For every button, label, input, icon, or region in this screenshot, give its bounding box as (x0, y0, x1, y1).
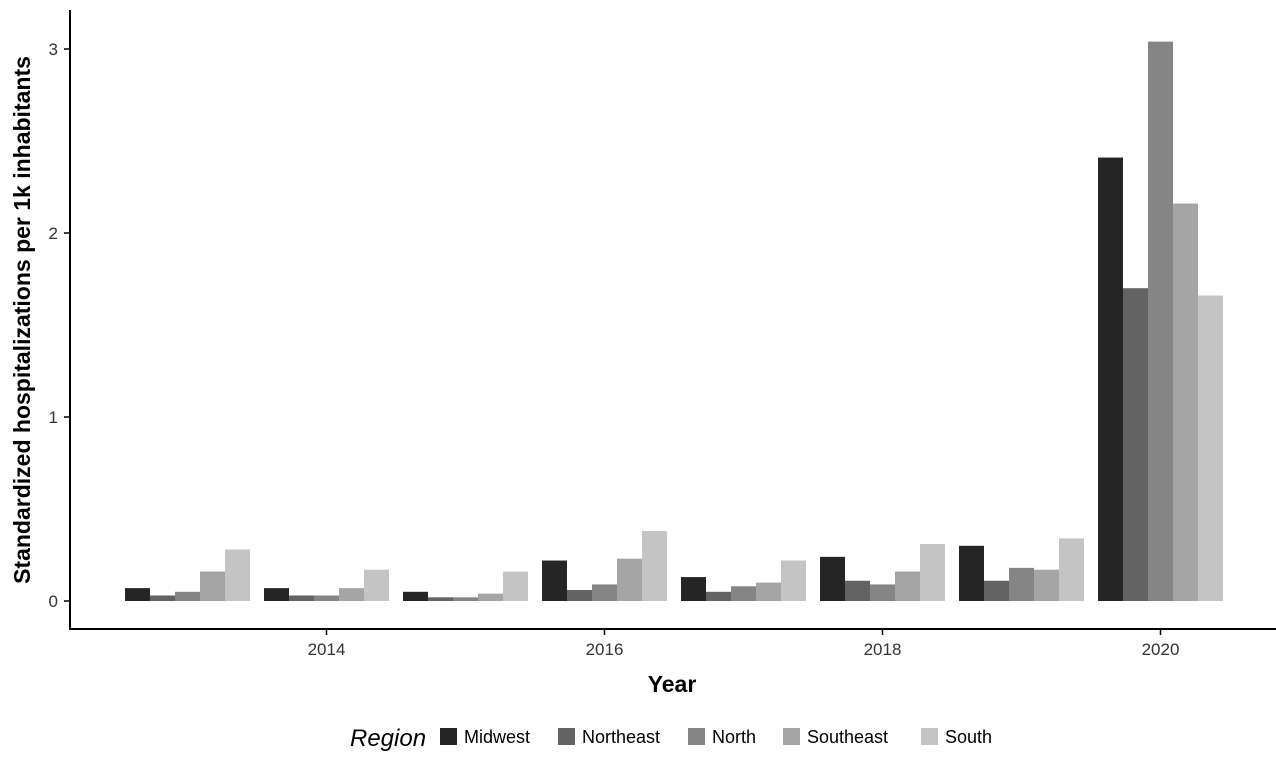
bar-north-2019 (1009, 567, 1034, 601)
bar-northeast-2019 (984, 580, 1009, 601)
bar-midwest-2016 (542, 560, 567, 601)
x-tick-label-2014: 2014 (308, 640, 346, 659)
x-axis-title: Year (648, 671, 697, 697)
legend: Region Midwest Northeast North Southeast Sou… (350, 725, 992, 752)
x-axis-ticks: 2014 2016 2018 2020 (308, 629, 1180, 659)
bar-northeast-2015 (428, 597, 453, 601)
bar-south-2013 (225, 549, 250, 601)
x-tick-label-2018: 2018 (864, 640, 902, 659)
bar-southeast-2014 (339, 588, 364, 601)
bar-south-2016 (642, 531, 667, 601)
bar-northeast-2014 (289, 595, 314, 601)
bar-midwest-2013 (125, 588, 150, 601)
bar-southeast-2018 (895, 571, 920, 601)
bar-south-2018 (920, 543, 945, 601)
x-tick-label-2020: 2020 (1142, 640, 1180, 659)
legend-key-south (921, 728, 938, 745)
bar-south-2020 (1198, 295, 1223, 601)
legend-key-northeast (558, 728, 575, 745)
bar-south-2017 (781, 560, 806, 601)
bar-north-2015 (453, 597, 478, 601)
bar-southeast-2015 (478, 593, 503, 601)
x-tick-label-2016: 2016 (586, 640, 624, 659)
y-tick-label-0: 0 (49, 592, 58, 611)
bar-midwest-2017 (681, 577, 706, 601)
legend-key-midwest (440, 728, 457, 745)
bar-north-2017 (731, 586, 756, 601)
bar-southeast-2017 (756, 582, 781, 601)
bar-southeast-2016 (617, 558, 642, 601)
legend-title: Region (350, 725, 426, 752)
bar-north-2020 (1148, 41, 1173, 601)
bar-midwest-2020 (1098, 157, 1123, 601)
bars-group (125, 41, 1223, 601)
legend-key-north (688, 728, 705, 745)
bar-northeast-2013 (150, 595, 175, 601)
y-tick-label-3: 3 (49, 40, 58, 59)
bar-north-2016 (592, 584, 617, 601)
bar-northeast-2018 (845, 580, 870, 601)
bar-midwest-2019 (959, 545, 984, 601)
legend-label-midwest: Midwest (464, 727, 530, 747)
bar-northeast-2020 (1123, 288, 1148, 601)
bar-southeast-2020 (1173, 203, 1198, 601)
bar-northeast-2016 (567, 589, 592, 601)
bar-south-2014 (364, 569, 389, 601)
bar-north-2018 (870, 584, 895, 601)
bar-north-2014 (314, 595, 339, 601)
y-axis-title: Standardized hospitalizations per 1k inh… (9, 56, 35, 584)
legend-label-northeast: Northeast (582, 727, 660, 747)
legend-label-south: South (945, 727, 992, 747)
bar-midwest-2014 (264, 588, 289, 601)
bar-northeast-2017 (706, 591, 731, 601)
bar-south-2019 (1059, 538, 1084, 601)
y-axis-ticks: 0 1 2 3 (49, 40, 70, 611)
y-tick-label-2: 2 (49, 224, 58, 243)
bar-midwest-2015 (403, 591, 428, 601)
legend-label-north: North (712, 727, 756, 747)
bar-north-2013 (175, 591, 200, 601)
legend-label-southeast: Southeast (807, 727, 888, 747)
bar-midwest-2018 (820, 556, 845, 601)
y-tick-label-1: 1 (49, 408, 58, 427)
bar-south-2015 (503, 571, 528, 601)
bar-southeast-2019 (1034, 569, 1059, 601)
legend-key-southeast (783, 728, 800, 745)
bar-southeast-2013 (200, 571, 225, 601)
